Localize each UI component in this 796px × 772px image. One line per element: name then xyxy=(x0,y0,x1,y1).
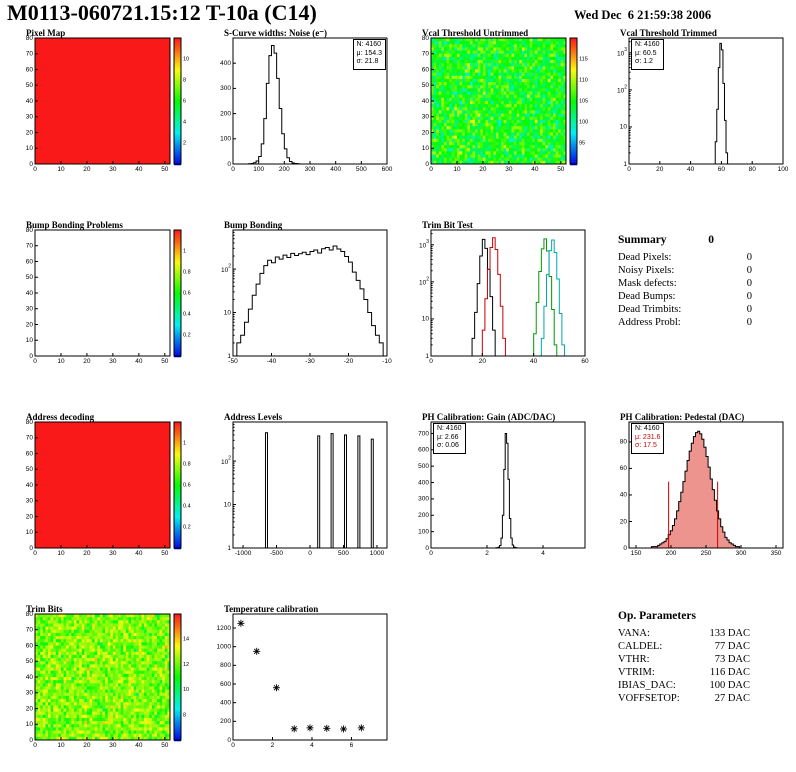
stats-line: N: 4160 xyxy=(635,425,660,432)
stats-line: N: 4160 xyxy=(356,41,382,48)
address_levels-panel: Address Levels xyxy=(206,412,396,564)
stats-line: μ: 60.5 xyxy=(635,49,657,57)
summary-heading-row: Summary 0 xyxy=(618,234,752,246)
param-row: IBIAS_DAC: 100 DAC xyxy=(618,679,750,692)
param-value: 0 xyxy=(746,265,752,276)
stats-line: μ: 2.66 xyxy=(437,433,459,441)
bump_bonding-panel: Bump Bonding xyxy=(206,220,396,372)
address_decoding-panel: Address decoding xyxy=(8,412,198,564)
param-value: 116 DAC xyxy=(709,667,750,678)
param-value: 133 DAC xyxy=(709,628,750,639)
param-label: CALDEL: xyxy=(618,641,663,652)
param-label: VANA: xyxy=(618,628,650,639)
param-value: 0 xyxy=(746,252,752,263)
scurve_noise-panel: S-Curve widths: Noise (e⁻) N: 4160 μ: 154.… xyxy=(206,28,396,180)
param-label: Dead Pixels: xyxy=(618,252,672,263)
ph_pedestal-stats-box: N: 4160 μ: 231.6 σ: 17.5 xyxy=(631,423,665,454)
param-label: Mask defects: xyxy=(618,278,677,289)
bump_bonding-plot xyxy=(206,220,396,372)
panel-title: Trim Bit Test xyxy=(422,220,473,230)
panel-title: Bump Bonding Problems xyxy=(26,220,123,230)
op-parameters-heading-row: Op. Parameters xyxy=(618,610,750,622)
param-label: VTRIM: xyxy=(618,667,655,678)
stats-line: σ: 21.8 xyxy=(356,58,379,65)
trim_bit_test-panel: Trim Bit Test xyxy=(404,220,594,372)
summary-total-value: 0 xyxy=(708,234,714,246)
param-label: Noisy Pixels: xyxy=(618,265,675,276)
scurve_noise-stats-box: N: 4160 μ: 154.3 σ: 21.8 xyxy=(352,39,386,70)
param-value: 27 DAC xyxy=(714,693,750,704)
param-value: 0 xyxy=(746,304,752,315)
temperature-plot xyxy=(206,604,396,756)
param-value: 0 xyxy=(746,317,752,328)
panel-title: Vcal Threshold Untrimmed xyxy=(422,28,529,38)
bump_problems-panel: Bump Bonding Problems xyxy=(8,220,198,372)
stats-line: μ: 154.3 xyxy=(356,49,382,57)
param-row: VTHR: 73 DAC xyxy=(618,653,750,666)
panel-title: Bump Bonding xyxy=(224,220,283,230)
op-parameters-heading: Op. Parameters xyxy=(618,610,696,622)
stats-line: N: 4160 xyxy=(437,425,462,432)
op-parameters-rows: VANA: 133 DAC CALDEL: 77 DAC VTHR: 73 DAC VTRI… xyxy=(618,627,750,705)
param-row: VTRIM: 116 DAC xyxy=(618,666,750,679)
address_decoding-plot xyxy=(8,412,198,564)
panel-title: S-Curve widths: Noise (e⁻) xyxy=(224,28,327,38)
vcal_untrimmed-plot xyxy=(404,28,594,180)
vcal_untrimmed-panel: Vcal Threshold Untrimmed xyxy=(404,28,594,180)
ph_gain-stats-box: N: 4160 μ: 2.66 σ: 0.06 xyxy=(433,423,466,454)
param-label: Dead Trimbits: xyxy=(618,304,682,315)
stats-line: N: 4160 xyxy=(635,41,660,48)
ph_pedestal-panel: PH Calibration: Pedestal (DAC) N: 4160 μ: … xyxy=(602,412,792,564)
param-row: Dead Pixels: 0 xyxy=(618,251,752,264)
stats-line: σ: 0.06 xyxy=(437,442,459,449)
param-value: 100 DAC xyxy=(709,680,750,691)
trim_bits-plot xyxy=(8,604,198,756)
panel-title: Trim Bits xyxy=(26,604,63,614)
param-value: 0 xyxy=(746,291,752,302)
page-title: M0113-060721.15:12 T-10a (C14) xyxy=(7,0,317,25)
param-value: 73 DAC xyxy=(714,654,750,665)
param-row: Address Probl: 0 xyxy=(618,316,752,329)
panel-title: Vcal Threshold Trimmed xyxy=(620,28,717,38)
vcal_trimmed-stats-box: N: 4160 μ: 60.5 σ: 1.2 xyxy=(631,39,664,70)
param-label: Address Probl: xyxy=(618,317,681,328)
panel-title: Temperature calibration xyxy=(224,604,319,614)
vcal_trimmed-panel: Vcal Threshold Trimmed N: 4160 μ: 60.5 σ: 1… xyxy=(602,28,792,180)
stats-line: μ: 231.6 xyxy=(635,433,661,441)
param-label: Dead Bumps: xyxy=(618,291,676,302)
stats-line: σ: 17.5 xyxy=(635,442,657,449)
param-value: 77 DAC xyxy=(714,641,750,652)
panel-title: Address Levels xyxy=(224,412,283,422)
param-value: 0 xyxy=(746,278,752,289)
panel-title: Address decoding xyxy=(26,412,95,422)
ph_gain-panel: PH Calibration: Gain (ADC/DAC) N: 4160 μ: … xyxy=(404,412,594,564)
pixel_map-plot xyxy=(8,28,198,180)
temperature-panel: Temperature calibration xyxy=(206,604,396,756)
param-row: CALDEL: 77 DAC xyxy=(618,640,750,653)
trim_bit_test-plot xyxy=(404,220,594,372)
param-label: VTHR: xyxy=(618,654,650,665)
summary-rows: Dead Pixels: 0 Noisy Pixels: 0 Mask defects:… xyxy=(618,251,752,329)
pixel_map-panel: Pixel Map xyxy=(8,28,198,180)
panel-title: PH Calibration: Pedestal (DAC) xyxy=(620,412,745,422)
address_levels-plot xyxy=(206,412,396,564)
trim_bits-panel: Trim Bits xyxy=(8,604,198,756)
param-row: Dead Trimbits: 0 xyxy=(618,303,752,316)
panel-title: PH Calibration: Gain (ADC/DAC) xyxy=(422,412,556,422)
summary-heading: Summary xyxy=(618,234,667,246)
bump_problems-plot xyxy=(8,220,198,372)
timestamp: Wed Dec 6 21:59:38 2006 xyxy=(574,8,712,22)
param-label: IBIAS_DAC: xyxy=(618,680,676,691)
param-row: Dead Bumps: 0 xyxy=(618,290,752,303)
summary-block: Summary 0 Dead Pixels: 0 Noisy Pixels: 0 Mas… xyxy=(618,234,752,329)
stats-line: σ: 1.2 xyxy=(635,58,653,65)
param-row: Noisy Pixels: 0 xyxy=(618,264,752,277)
param-row: VANA: 133 DAC xyxy=(618,627,750,640)
panel-title: Pixel Map xyxy=(26,28,66,38)
param-row: VOFFSETOP: 27 DAC xyxy=(618,692,750,705)
op-parameters-block: Op. Parameters VANA: 133 DAC CALDEL: 77 DAC… xyxy=(618,610,750,705)
param-label: VOFFSETOP: xyxy=(618,693,680,704)
param-row: Mask defects: 0 xyxy=(618,277,752,290)
